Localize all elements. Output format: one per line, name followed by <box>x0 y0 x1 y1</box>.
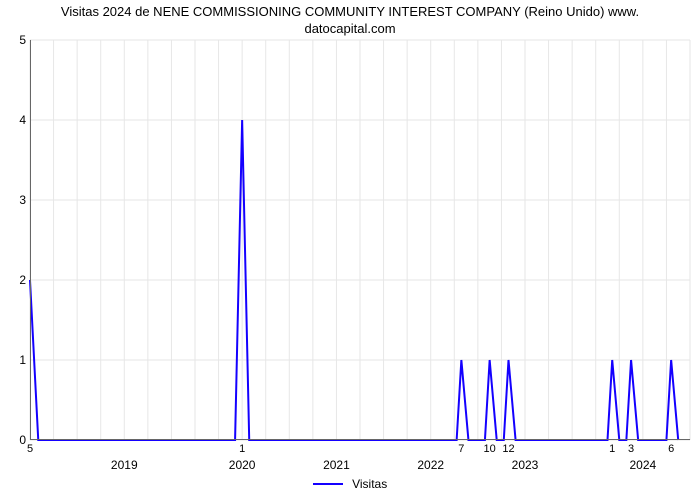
legend: Visitas <box>0 476 700 491</box>
chart-title: Visitas 2024 de NENE COMMISSIONING COMMU… <box>0 0 700 38</box>
xaxis-year-label: 2020 <box>229 458 256 472</box>
xaxis-year-label: 2023 <box>512 458 539 472</box>
xaxis-sub-label: 10 <box>484 443 496 455</box>
xaxis-sub-label: 3 <box>628 443 634 455</box>
xaxis-sub-label: 1 <box>609 443 615 455</box>
chart-plot <box>30 40 690 440</box>
chart-title-line2: datocapital.com <box>0 21 700 38</box>
chart-title-line1: Visitas 2024 de NENE COMMISSIONING COMMU… <box>0 4 700 21</box>
grid <box>30 40 690 440</box>
yaxis-tick-label: 2 <box>6 273 26 287</box>
yaxis-tick-label: 4 <box>6 113 26 127</box>
xaxis-year-label: 2022 <box>417 458 444 472</box>
xaxis-sub-label: 7 <box>458 443 464 455</box>
xaxis-sub-label: 5 <box>27 443 33 455</box>
legend-label: Visitas <box>352 477 387 491</box>
xaxis-year-label: 2024 <box>629 458 656 472</box>
xaxis-sub-label: 1 <box>239 443 245 455</box>
xaxis-sub-label: 6 <box>668 443 674 455</box>
yaxis-tick-label: 0 <box>6 433 26 447</box>
xaxis-sub-label: 12 <box>502 443 514 455</box>
legend-swatch <box>313 483 343 485</box>
xaxis-year-label: 2019 <box>111 458 138 472</box>
yaxis-tick-label: 1 <box>6 353 26 367</box>
yaxis-tick-label: 5 <box>6 33 26 47</box>
chart-container: Visitas 2024 de NENE COMMISSIONING COMMU… <box>0 0 700 500</box>
yaxis-tick-label: 3 <box>6 193 26 207</box>
xaxis-year-label: 2021 <box>323 458 350 472</box>
